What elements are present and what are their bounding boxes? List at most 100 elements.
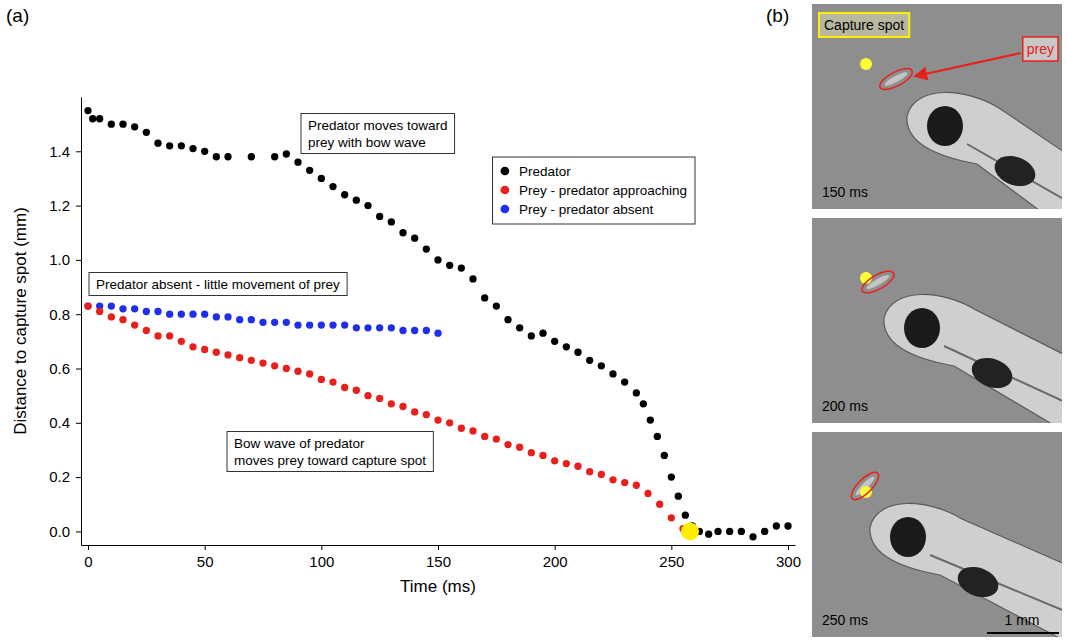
legend-label: Predator xyxy=(519,164,571,179)
annotation-text: Predator moves towardprey with bow wave xyxy=(308,118,448,150)
data-point xyxy=(318,376,325,383)
data-point xyxy=(668,514,675,521)
tick-label: 1.0 xyxy=(49,251,70,268)
data-point xyxy=(189,343,196,350)
data-point xyxy=(423,411,430,418)
data-point xyxy=(661,452,668,459)
tick: 0.2 xyxy=(49,468,81,485)
y-axis-title: Distance to capture spot (mm) xyxy=(11,207,30,435)
legend-marker xyxy=(501,186,510,195)
data-point xyxy=(341,384,348,391)
capture-marker xyxy=(681,522,699,540)
x-axis-title: Time (ms) xyxy=(400,577,476,596)
data-point xyxy=(213,349,220,356)
data-point xyxy=(108,313,115,320)
tick-label: 0.4 xyxy=(49,414,70,431)
data-point xyxy=(224,351,231,358)
panel-label: (a) xyxy=(6,5,29,26)
data-point xyxy=(714,528,721,535)
image-frame: 150 msCapture spotprey xyxy=(812,4,1067,231)
prey-outline xyxy=(859,267,897,297)
image-frame: 250 ms1 mm xyxy=(812,432,1067,641)
data-point xyxy=(682,511,689,518)
tick-mark xyxy=(321,545,322,550)
data-point xyxy=(633,389,640,396)
tick-mark xyxy=(88,545,89,550)
data-point xyxy=(341,321,348,328)
tick-mark xyxy=(76,206,81,207)
data-point xyxy=(224,153,231,160)
capture-spot xyxy=(860,58,872,70)
data-point xyxy=(563,343,570,350)
tick-label: 0.0 xyxy=(49,523,70,540)
data-point xyxy=(96,115,103,122)
prey-label-box xyxy=(1023,37,1058,61)
data-point xyxy=(738,528,745,535)
data-point xyxy=(329,183,336,190)
data-point xyxy=(364,324,371,331)
data-point xyxy=(318,175,325,182)
data-point xyxy=(271,319,278,326)
data-point xyxy=(388,400,395,407)
data-point xyxy=(647,416,654,423)
series-group xyxy=(84,107,791,541)
annotation: Predator moves towardprey with bow wave xyxy=(301,114,455,154)
annotation-box xyxy=(301,114,455,154)
scale-label: 1 mm xyxy=(1005,612,1040,628)
data-point xyxy=(761,528,768,535)
data-point xyxy=(166,332,173,339)
data-point xyxy=(283,319,290,326)
data-point xyxy=(271,362,278,369)
tick: 0 xyxy=(84,545,92,570)
data-point xyxy=(388,324,395,331)
fish-body xyxy=(884,294,1062,423)
tick: 300 xyxy=(776,545,801,570)
capture-spot xyxy=(860,486,872,498)
data-point xyxy=(423,245,430,252)
data-point xyxy=(131,321,138,328)
legend-items: PredatorPrey - predator approachingPrey … xyxy=(501,164,687,217)
fish-organ xyxy=(967,353,1016,394)
data-point xyxy=(656,501,663,508)
data-point xyxy=(236,354,243,361)
series-group xyxy=(84,302,686,532)
data-point xyxy=(283,365,290,372)
data-point xyxy=(201,346,208,353)
annotation-line: Bow wave of predator xyxy=(234,436,365,451)
annotation-line: Predator moves toward xyxy=(308,118,448,133)
data-point xyxy=(259,359,266,366)
tick-mark xyxy=(76,477,81,478)
data-point xyxy=(178,311,185,318)
tick-label: 50 xyxy=(197,553,214,570)
tick: 50 xyxy=(197,545,214,570)
axis-line xyxy=(81,98,82,546)
prey-label: prey xyxy=(1027,41,1054,57)
data-point xyxy=(434,256,441,263)
data-point xyxy=(423,327,430,334)
data-point xyxy=(411,327,418,334)
data-point xyxy=(248,316,255,323)
y-axis: 0.00.20.40.60.81.01.21.4 xyxy=(49,98,81,546)
tick-mark xyxy=(76,151,81,152)
tick-label: 200 xyxy=(543,553,568,570)
data-point xyxy=(469,275,476,282)
tick: 1.2 xyxy=(49,197,81,214)
data-point xyxy=(376,324,383,331)
annotation-box xyxy=(227,432,433,472)
data-point xyxy=(84,107,91,114)
data-point xyxy=(481,433,488,440)
data-point xyxy=(213,153,220,160)
tick-mark xyxy=(788,545,789,550)
data-point xyxy=(773,522,780,529)
data-point xyxy=(434,416,441,423)
data-point xyxy=(586,357,593,364)
data-point xyxy=(248,153,255,160)
image-frame: 200 ms xyxy=(812,218,1067,433)
scale-bar xyxy=(987,632,1059,634)
data-point xyxy=(504,316,511,323)
legend-label: Prey - predator approaching xyxy=(519,183,687,198)
panel-label: (b) xyxy=(766,5,789,26)
tick: 0.6 xyxy=(49,360,81,377)
legend-box xyxy=(493,157,695,224)
data-point xyxy=(143,327,150,334)
